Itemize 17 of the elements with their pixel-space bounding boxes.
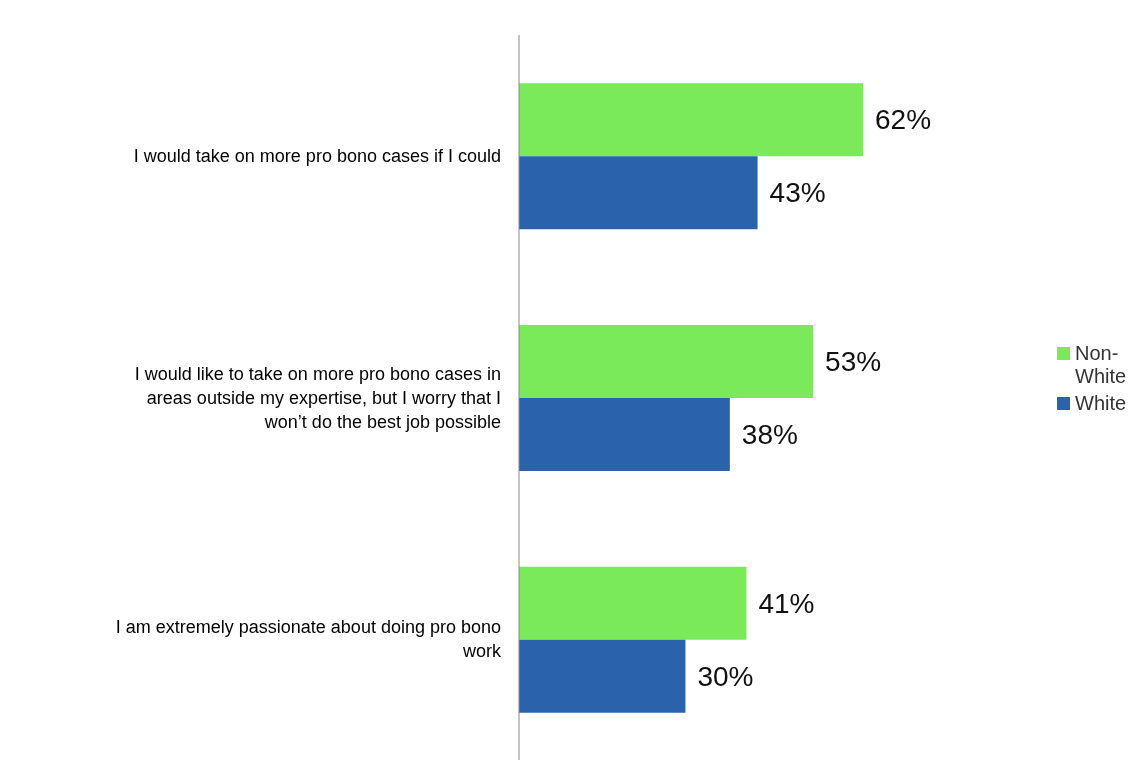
y-tick-label: I would like to take on more pro bono cases in areas outside my expertise, but I worry that I won’t do the best job possible [134, 363, 501, 432]
data-label: 38% [741, 419, 798, 450]
data-label: 43% [769, 177, 826, 209]
data-label: 41% [758, 587, 815, 619]
y-tick-label: I would take on more pro bono cases if I could [133, 145, 501, 166]
bar [519, 639, 686, 713]
bar [519, 398, 730, 471]
bar [519, 83, 863, 157]
data-label: 30% [697, 660, 754, 692]
legend-label: White [1075, 392, 1127, 415]
y-tick-label: I am extremely passionate about doing pro bono work [115, 617, 502, 662]
bar [519, 325, 814, 398]
legend-label: Non-White [1075, 342, 1128, 388]
bar [519, 566, 747, 640]
bar [519, 156, 758, 230]
data-label: 53% [825, 346, 882, 377]
data-label: 62% [875, 104, 932, 136]
